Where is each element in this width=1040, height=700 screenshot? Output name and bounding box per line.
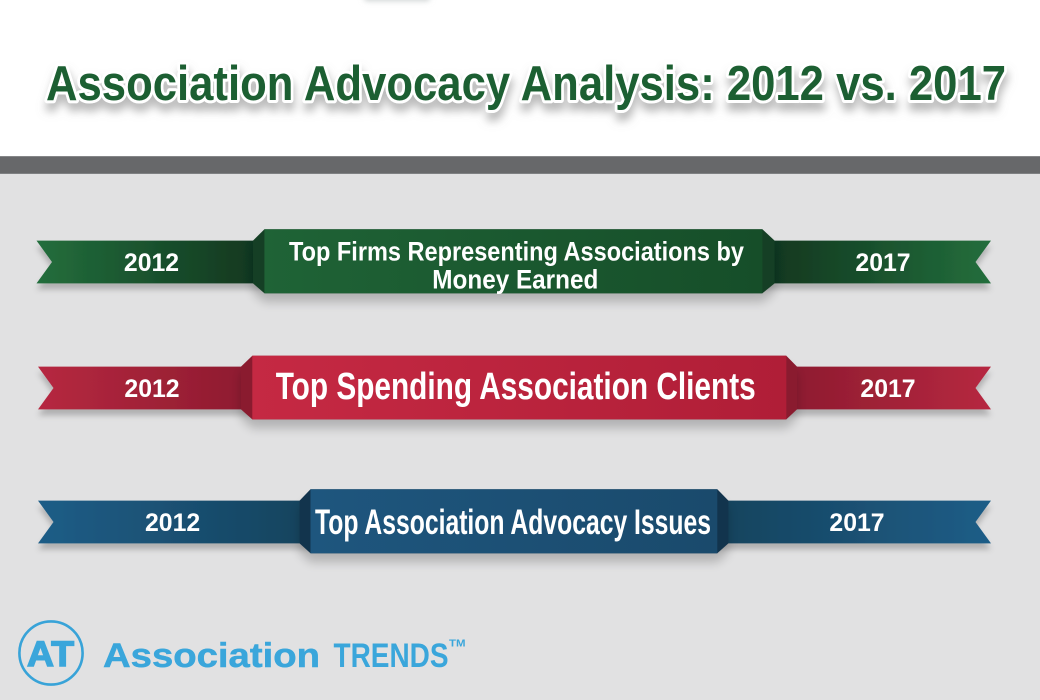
svg-text:Top Association Advocacy Issue: Top Association Advocacy Issues [315, 502, 711, 542]
svg-text:Top Firms Representing Associa: Top Firms Representing Associations by [289, 237, 744, 267]
svg-text:Top Spending Association Clien: Top Spending Association Clients [276, 365, 756, 407]
svg-text:2012: 2012 [124, 376, 179, 403]
svg-text:2012: 2012 [124, 250, 179, 277]
svg-text:2017: 2017 [860, 376, 915, 403]
svg-text:Association Advocacy Analysis:: Association Advocacy Analysis: 2012 vs. … [46, 57, 1006, 111]
svg-text:Association: Association [103, 637, 320, 675]
svg-text:2017: 2017 [829, 510, 884, 537]
svg-text:2017: 2017 [855, 250, 910, 277]
svg-text:AT: AT [27, 635, 74, 674]
svg-text:TRENDS: TRENDS [334, 637, 449, 675]
svg-text:Money Earned: Money Earned [432, 265, 598, 295]
svg-text:TM: TM [449, 638, 466, 650]
svg-text:2012: 2012 [145, 510, 200, 537]
